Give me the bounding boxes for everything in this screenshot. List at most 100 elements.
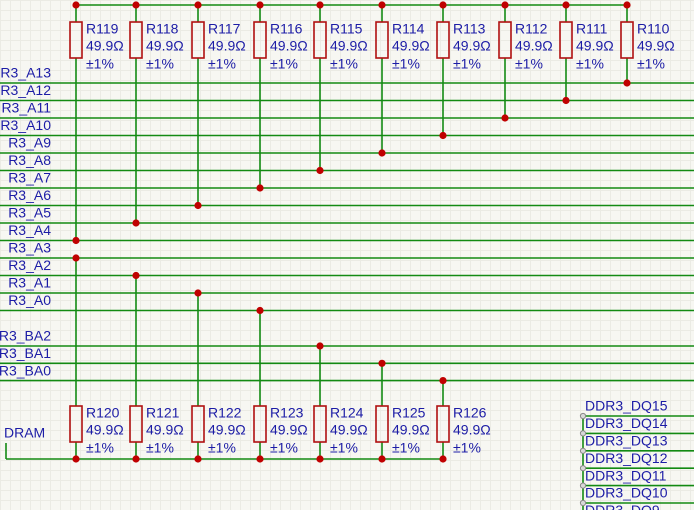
ref-designator: R121 bbox=[146, 405, 180, 421]
ref-designator: R111 bbox=[576, 21, 608, 37]
junction bbox=[256, 306, 264, 315]
net-label: R3_A11 bbox=[1, 100, 51, 116]
junction bbox=[72, 455, 80, 463]
net-label: R3_A7 bbox=[8, 170, 51, 186]
pin bbox=[579, 499, 587, 507]
pin bbox=[579, 412, 587, 420]
net-label: DRAM bbox=[4, 425, 45, 441]
junction bbox=[623, 1, 631, 9]
net-label: R3_A6 bbox=[8, 187, 51, 203]
resistance: 49.9Ω bbox=[392, 38, 430, 54]
resistance: 49.9Ω bbox=[270, 422, 308, 438]
junction bbox=[72, 1, 80, 9]
resistance: 49.9Ω bbox=[453, 422, 491, 438]
resistor bbox=[129, 405, 143, 443]
net-label: DDR3_DQ13 bbox=[585, 433, 668, 449]
resistance: 49.9Ω bbox=[576, 38, 614, 54]
resistor bbox=[375, 405, 389, 443]
junction bbox=[378, 455, 386, 463]
ref-designator: R116 bbox=[270, 21, 303, 37]
resistance: 49.9Ω bbox=[330, 422, 368, 438]
tolerance: ±1% bbox=[270, 56, 298, 72]
tolerance: ±1% bbox=[576, 56, 604, 72]
tolerance: ±1% bbox=[330, 440, 358, 456]
resistor bbox=[313, 21, 327, 59]
net-label: R3_A10 bbox=[0, 117, 51, 133]
ref-designator: R120 bbox=[86, 405, 120, 421]
net-label: R3_A5 bbox=[8, 205, 51, 221]
ref-designator: R114 bbox=[392, 21, 425, 37]
ref-designator: R123 bbox=[270, 405, 304, 421]
tolerance: ±1% bbox=[208, 440, 236, 456]
resistance: 49.9Ω bbox=[146, 422, 184, 438]
resistor bbox=[191, 21, 205, 59]
resistance: 49.9Ω bbox=[146, 38, 184, 54]
junction bbox=[194, 201, 202, 210]
tolerance: ±1% bbox=[270, 440, 298, 456]
junction bbox=[72, 254, 80, 262]
ref-designator: R110 bbox=[637, 21, 670, 37]
resistor bbox=[253, 21, 267, 59]
ref-designator: R118 bbox=[146, 21, 179, 37]
pin bbox=[579, 465, 587, 472]
junction bbox=[316, 166, 324, 175]
net-label: DDR3_DQ10 bbox=[585, 485, 668, 501]
junction bbox=[439, 1, 447, 9]
net-label: DDR3_DQ11 bbox=[585, 467, 667, 483]
tolerance: ±1% bbox=[146, 56, 174, 72]
junction bbox=[256, 1, 264, 9]
net-label: R3_BA0 bbox=[0, 362, 51, 378]
ref-designator: R125 bbox=[392, 405, 426, 421]
ref-designator: R113 bbox=[453, 21, 486, 37]
ref-designator: R119 bbox=[86, 21, 119, 37]
junction bbox=[194, 1, 202, 9]
tolerance: ±1% bbox=[208, 56, 236, 72]
net-label: R3_A2 bbox=[8, 257, 51, 273]
junction bbox=[256, 184, 264, 192]
pin bbox=[579, 430, 587, 437]
junction bbox=[439, 455, 447, 463]
ref-designator: R117 bbox=[208, 21, 241, 37]
pin bbox=[579, 482, 587, 489]
net-label: DDR3_DQ12 bbox=[585, 450, 668, 466]
junction bbox=[501, 1, 509, 9]
resistor bbox=[69, 21, 83, 59]
junction bbox=[132, 219, 140, 227]
net-label: R3_A13 bbox=[0, 65, 51, 81]
net-label: R3_A1 bbox=[8, 275, 51, 291]
resistance: 49.9Ω bbox=[86, 422, 124, 438]
junction bbox=[562, 1, 570, 9]
resistor bbox=[620, 21, 634, 59]
tolerance: ±1% bbox=[86, 440, 114, 456]
resistor bbox=[559, 21, 573, 59]
net-label: R3_A4 bbox=[8, 222, 51, 238]
tolerance: ±1% bbox=[86, 56, 114, 72]
pin bbox=[579, 447, 587, 454]
junction bbox=[132, 1, 140, 9]
junction bbox=[439, 131, 447, 140]
junction bbox=[623, 79, 631, 87]
junction bbox=[378, 1, 386, 9]
tolerance: ±1% bbox=[515, 56, 543, 72]
net-label: R3_BA2 bbox=[0, 328, 51, 344]
resistance: 49.9Ω bbox=[270, 38, 308, 54]
resistance: 49.9Ω bbox=[208, 38, 246, 54]
tolerance: ±1% bbox=[330, 56, 358, 72]
resistor bbox=[313, 405, 327, 443]
junction bbox=[316, 455, 324, 463]
resistance: 49.9Ω bbox=[208, 422, 246, 438]
ref-designator: R122 bbox=[208, 405, 242, 421]
junction bbox=[316, 342, 324, 350]
resistor bbox=[436, 405, 450, 443]
junction bbox=[256, 455, 264, 463]
ref-designator: R126 bbox=[453, 405, 487, 421]
junction bbox=[132, 455, 140, 463]
net-label: R3_A3 bbox=[8, 240, 51, 256]
junction bbox=[132, 271, 140, 280]
resistor bbox=[129, 21, 143, 59]
net-label: R3_A0 bbox=[8, 292, 51, 308]
junction bbox=[194, 289, 202, 297]
junction bbox=[316, 1, 324, 9]
resistor bbox=[253, 405, 267, 443]
junction bbox=[378, 149, 386, 157]
